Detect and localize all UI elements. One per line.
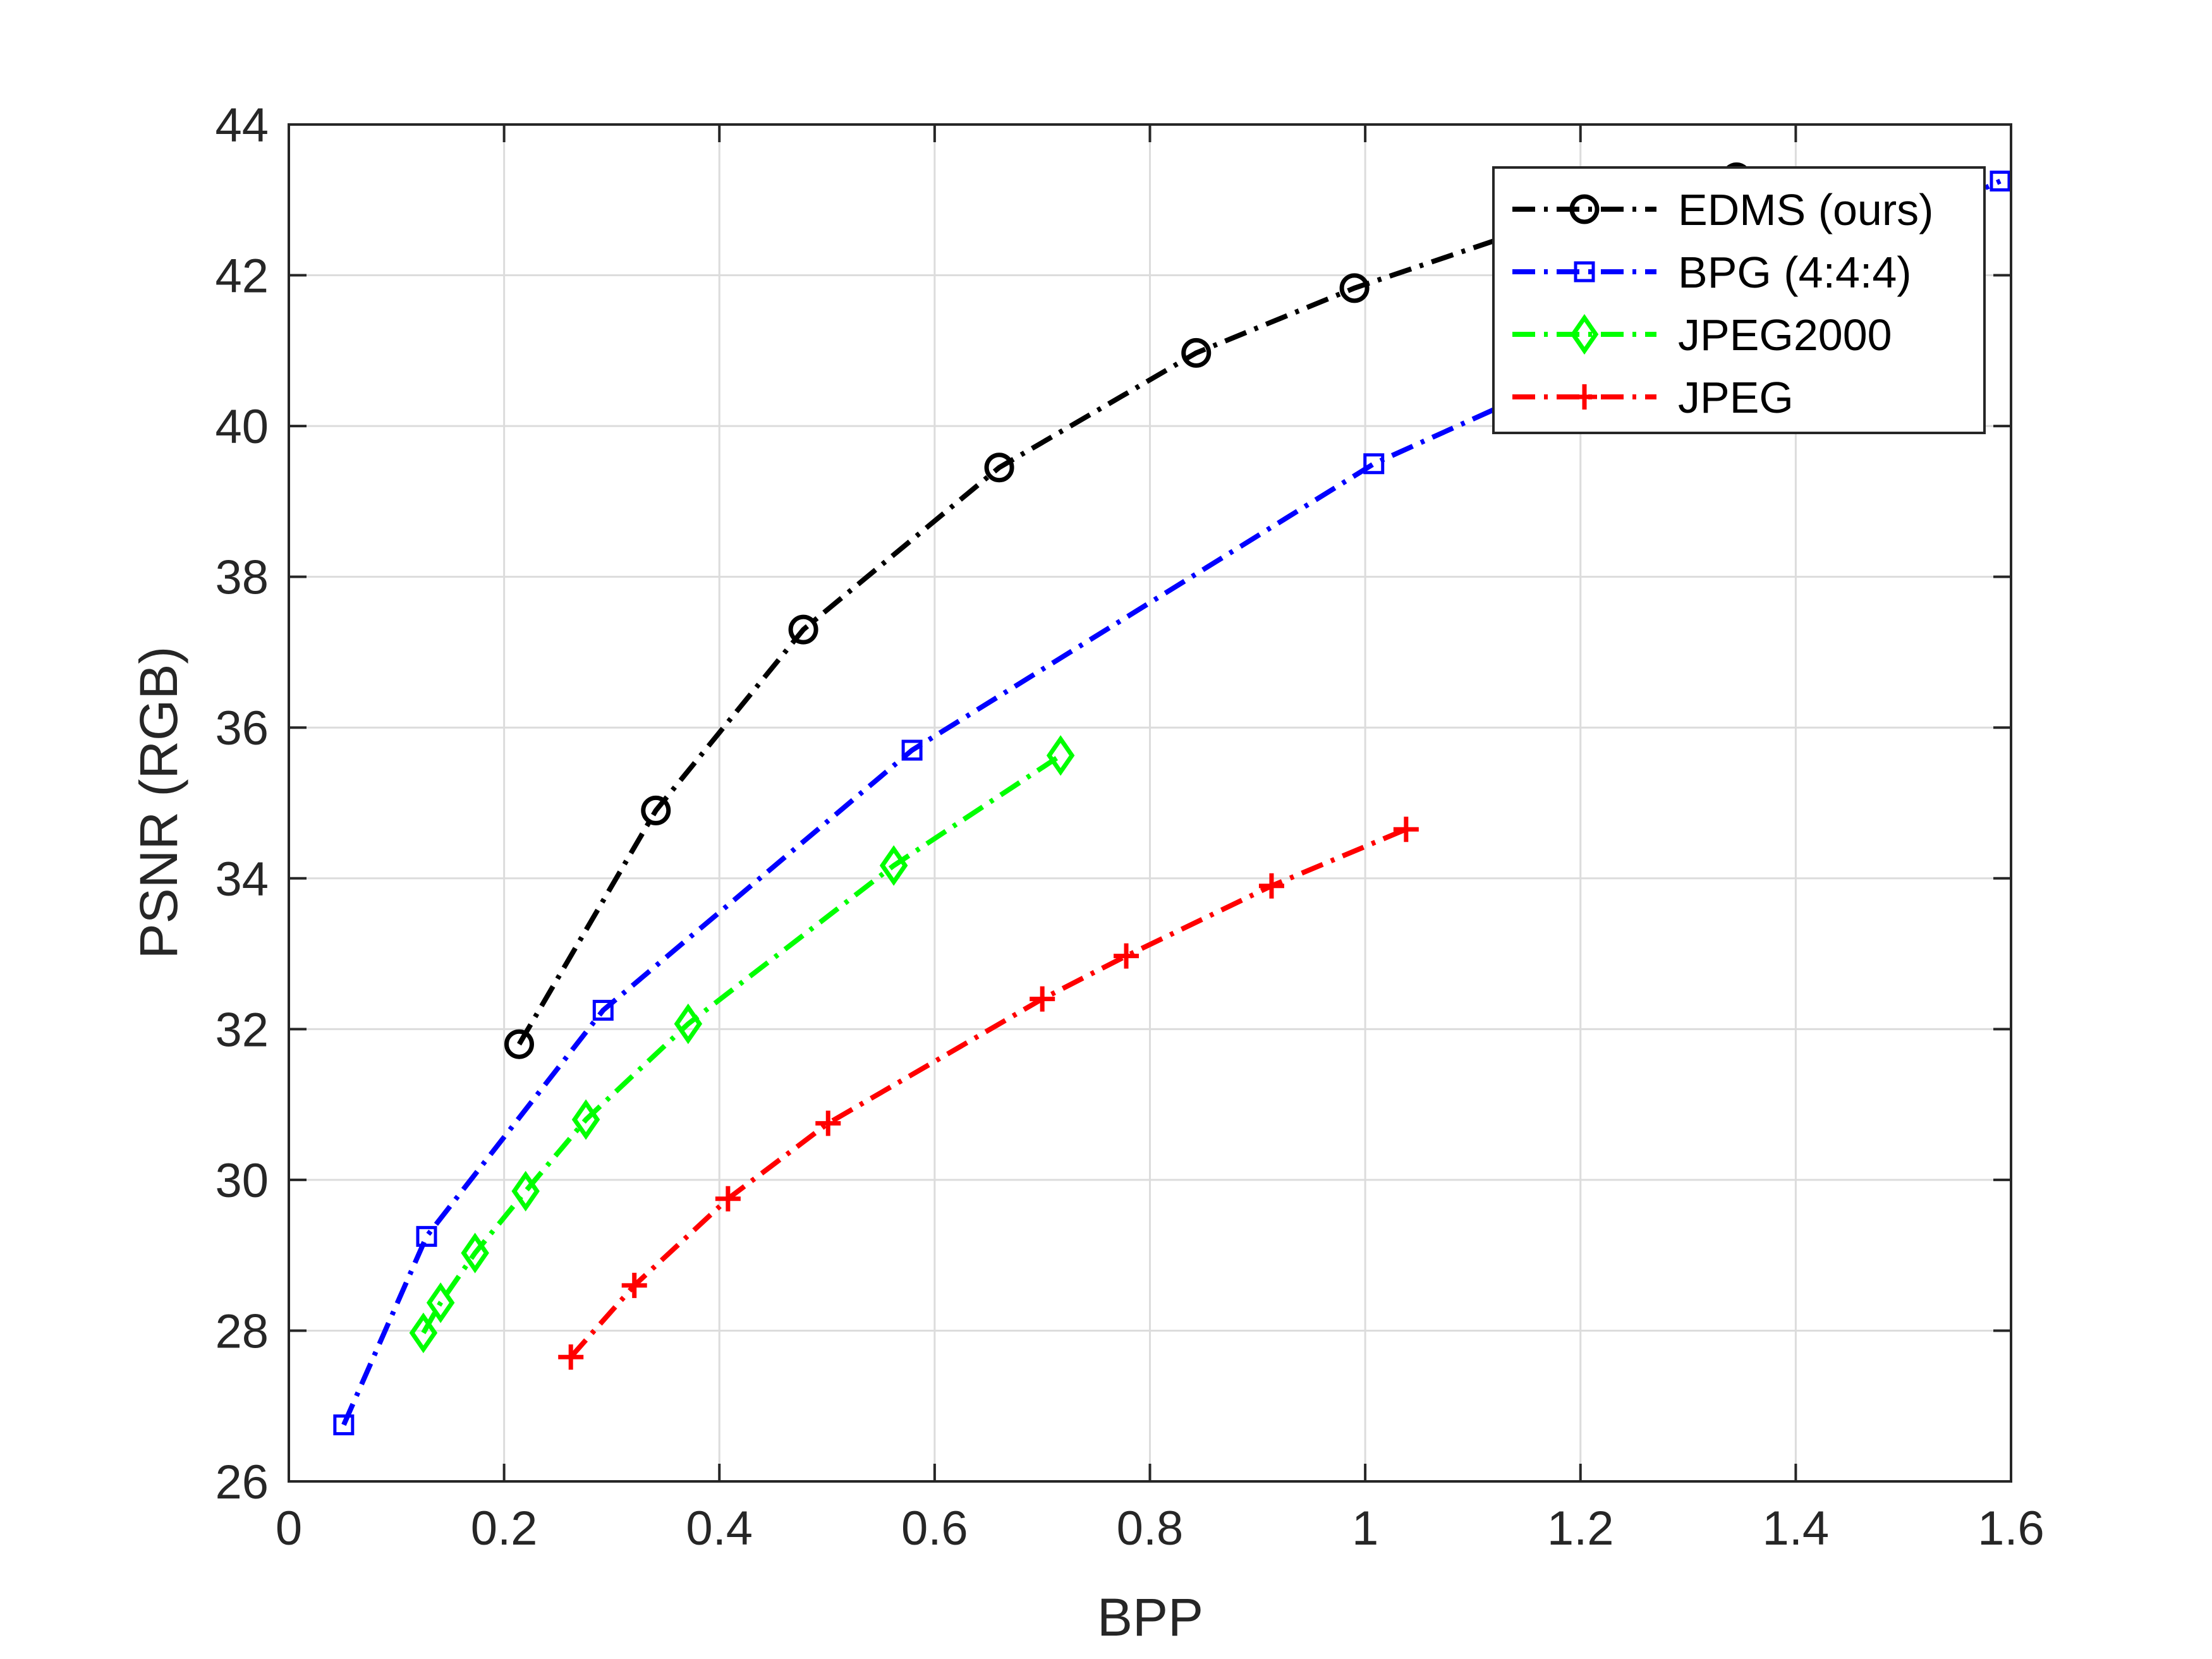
data-point-circle: [1339, 273, 1370, 303]
data-point-plus: [621, 1272, 647, 1298]
legend-item: BPG (4:4:4): [1512, 248, 1912, 297]
data-point-circle: [1569, 194, 1600, 224]
data-point-circle: [504, 1029, 534, 1059]
legend-label: JPEG: [1678, 373, 1794, 422]
data-point-diamond: [511, 1170, 540, 1212]
series-3: [558, 817, 1419, 1370]
x-tick-label: 0.4: [686, 1502, 753, 1555]
data-point-plus: [1030, 986, 1055, 1012]
x-tick-label: 0.8: [1117, 1502, 1184, 1555]
data-point-plus: [1572, 384, 1597, 410]
data-point-square: [1363, 453, 1385, 475]
legend-item: JPEG2000: [1512, 310, 1892, 360]
data-point-plus: [815, 1110, 841, 1136]
y-tick-label: 28: [215, 1304, 269, 1358]
y-tick-label: 32: [215, 1003, 269, 1057]
axis-ticks: 0 0.2 0.4 0.6 0.8 1 1.2 1.4 1.6 26 28 30 32 34 36 38 40 4…: [215, 99, 2044, 1555]
data-point-diamond: [1570, 313, 1599, 355]
data-point-diamond: [674, 1003, 703, 1045]
data-point-circle: [788, 614, 818, 645]
data-point-plus: [1258, 873, 1284, 899]
y-axis-label: PSNR (RGB): [129, 647, 188, 959]
x-tick-label: 1.6: [1978, 1502, 2045, 1555]
data-point-plus: [1393, 817, 1419, 842]
y-tick-label: 34: [215, 853, 269, 906]
y-tick-label: 36: [215, 702, 269, 755]
legend-label: BPG (4:4:4): [1678, 248, 1912, 297]
data-point-diamond: [879, 845, 908, 886]
y-tick-label: 42: [215, 250, 269, 303]
data-point-diamond: [426, 1282, 455, 1323]
data-point-circle: [641, 795, 671, 825]
x-tick-label: 1: [1352, 1502, 1378, 1555]
series-1: [333, 170, 2011, 1436]
legend-item: EDMS (ours): [1512, 185, 1933, 234]
x-tick-label: 1.4: [1763, 1502, 1830, 1555]
series-line: [341, 178, 2002, 1426]
data-point-square: [416, 1225, 437, 1247]
x-tick-label: 1.2: [1547, 1502, 1614, 1555]
data-point-square: [333, 1414, 355, 1436]
data-point-plus: [558, 1344, 584, 1370]
y-tick-label: 26: [215, 1455, 269, 1509]
data-point-plus: [1114, 943, 1139, 969]
y-tick-label: 38: [215, 551, 269, 605]
data-point-diamond: [409, 1312, 438, 1354]
data-point-diamond: [1046, 735, 1075, 776]
x-axis-label: BPP: [1097, 1588, 1203, 1647]
x-tick-label: 0: [276, 1502, 302, 1555]
data-point-circle: [1181, 337, 1212, 368]
data-point-circle: [984, 453, 1014, 483]
legend: EDMS (ours) BPG (4:4:4) JPEG2000 JPEG: [1492, 166, 1986, 434]
series-2: [409, 735, 1075, 1354]
x-tick-label: 0.6: [901, 1502, 968, 1555]
y-tick-label: 30: [215, 1154, 269, 1208]
legend-label: JPEG2000: [1678, 310, 1892, 360]
data-point-square: [1574, 261, 1595, 283]
data-point-square: [1990, 170, 2011, 191]
x-tick-label: 0.2: [471, 1502, 538, 1555]
data-point-diamond: [571, 1099, 600, 1140]
y-tick-label: 40: [215, 400, 269, 454]
data-point-square: [592, 1000, 614, 1021]
data-point-diamond: [461, 1232, 489, 1273]
data-point-plus: [715, 1186, 741, 1212]
legend-label: EDMS (ours): [1678, 185, 1933, 234]
y-tick-label: 44: [215, 99, 269, 152]
legend-item: JPEG: [1512, 373, 1794, 422]
data-point-square: [901, 739, 923, 761]
